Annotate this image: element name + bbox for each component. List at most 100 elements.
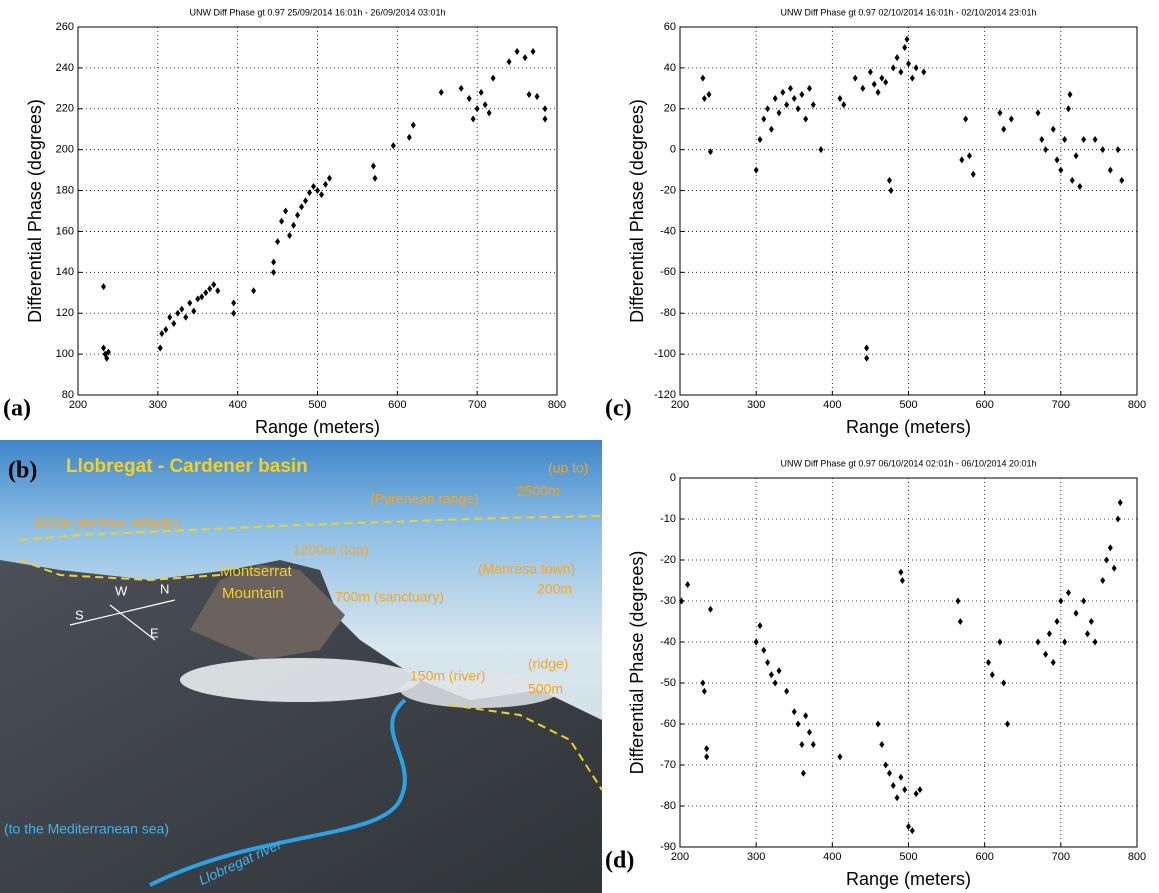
point [1115,515,1121,523]
dashed-line [19,515,603,541]
point [474,105,480,113]
x-axis-label: Range (meters) [846,417,971,437]
panel-label: (b) [8,458,37,484]
point [1081,135,1087,143]
y-tick-label: 180 [56,184,74,196]
x-tick-label: 600 [975,399,993,411]
point [307,189,313,197]
point [1001,125,1007,133]
point [890,64,896,72]
point [1054,156,1060,164]
x-tick-label: 400 [823,851,841,863]
point [283,207,289,215]
x-tick-label: 700 [1052,399,1070,411]
photo-label: 600m (minimal altitude) [35,515,181,531]
y-tick-label: -20 [660,554,676,566]
photo-label: (up to) [548,460,588,476]
y-tick-label: 160 [56,225,74,237]
point [1081,597,1087,605]
point [1046,630,1052,638]
point [195,295,201,303]
point [157,344,163,352]
y-axis-label: Differential Phase (degrees) [627,551,647,775]
y-tick-label: 220 [56,103,74,115]
y-axis-label: Differential Phase (degrees) [25,99,45,323]
point [291,221,297,229]
mountain-label: Mountain [222,585,284,602]
point [171,319,177,327]
point [1054,618,1060,625]
point [486,109,492,117]
photo-label: (Manresa town) [478,561,575,577]
point [506,58,512,66]
point [894,794,900,802]
point [803,115,809,123]
point [784,101,790,109]
point [701,95,707,103]
point [906,60,911,68]
point [1100,146,1106,154]
x-tick-label: 200 [671,399,689,411]
y-tick-label: -80 [660,800,676,812]
x-tick-label: 400 [228,399,246,411]
point [279,217,285,225]
point [902,786,908,794]
y-tick-label: -40 [660,225,676,237]
point [997,638,1003,646]
point [765,105,771,113]
point [963,115,969,123]
point [101,344,107,352]
point [883,761,889,769]
cloud [180,658,420,702]
point [776,109,782,117]
point [957,618,963,625]
cloud [400,672,560,708]
point [706,90,712,98]
y-tick-label: 100 [56,348,74,360]
point [997,109,1003,117]
point [1065,589,1071,597]
x-tick-label: 700 [1052,851,1070,863]
point [203,289,209,297]
point [753,638,759,646]
panel-label: (d) [605,848,634,874]
point [303,197,309,205]
point [753,166,759,174]
point [199,293,205,301]
y-tick-label: -40 [660,636,676,648]
point [372,174,378,182]
point [772,95,778,103]
point [810,101,816,109]
point [1115,146,1121,154]
point [167,313,173,321]
point [803,712,809,720]
y-tick-label: 260 [56,21,74,33]
point [183,313,189,321]
point [913,790,919,798]
point [163,326,169,334]
point [1050,659,1056,666]
point [470,115,476,123]
point [890,782,896,789]
point [514,48,520,56]
point [271,268,277,276]
point [482,101,488,109]
point [105,348,111,356]
y-tick-label: 240 [56,62,74,74]
point [522,54,528,62]
y-tick-label: -50 [660,677,676,689]
y-tick-label: 200 [56,144,74,156]
point [791,95,797,103]
point [299,203,305,211]
chart-title: UNW Diff Phase gt 0.97 02/10/2014 16:01h… [780,7,1036,17]
point [707,148,713,156]
point [879,74,885,82]
point [1039,135,1045,143]
x-tick-label: 500 [308,399,326,411]
point [1119,176,1125,184]
point [159,330,165,338]
point [776,667,782,675]
x-axis-label: Range (meters) [846,869,971,889]
point [917,786,923,794]
point [322,180,328,188]
